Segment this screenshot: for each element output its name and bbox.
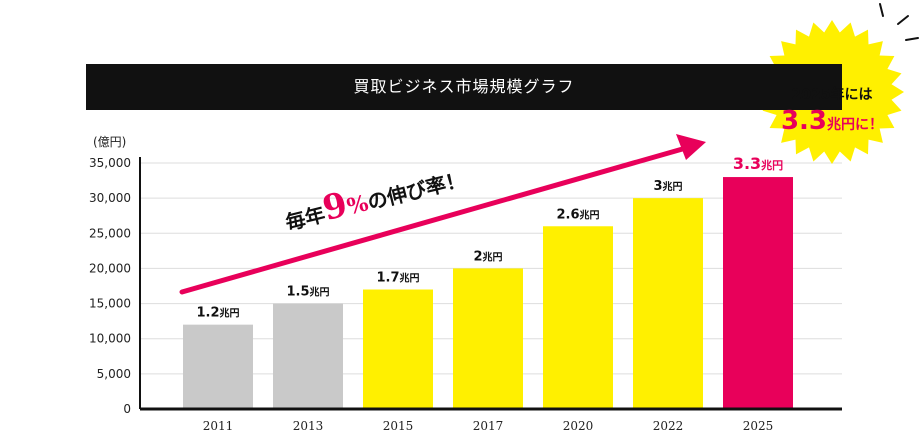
bar-value-unit: 兆円 [580,208,600,221]
bar [723,177,793,409]
bar [183,324,253,409]
bar-value-unit: 兆円 [761,158,783,172]
bar-value-label: 3.3兆円 [733,154,783,173]
bar [633,198,703,409]
bar-value-label: 1.7兆円 [376,271,419,286]
burst-line1: 2025年には [791,87,873,103]
x-tick-label: 2011 [203,419,234,433]
bar-value-unit: 兆円 [310,286,330,299]
bar-value-unit: 兆円 [483,250,503,263]
burst-line2: 3.3兆円に！ [756,106,908,136]
bar-value-unit: 兆円 [220,307,240,320]
bar-value-unit: 兆円 [663,180,683,193]
y-tick-label: 15,000 [89,297,131,311]
bar-value-label: 3兆円 [653,179,682,194]
bar-value-number: 3 [653,179,662,194]
y-tick-label: 35,000 [89,156,131,170]
chart-title: 買取ビジネス市場規模グラフ [353,77,575,96]
bar [363,289,433,409]
y-tick-label: 20,000 [89,261,131,275]
x-tick-label: 2013 [293,419,324,433]
bar-value-number: 1.2 [196,306,219,321]
burst-accent-line [879,3,884,17]
bar-value-number: 2.6 [556,207,579,222]
growth-arrow-head [676,134,706,160]
x-tick-label: 2022 [653,419,684,433]
bar-value-label: 1.5兆円 [286,285,329,300]
y-axis-unit-label: (億円) [93,135,127,149]
y-tick-label: 30,000 [89,191,131,205]
burst-suffix: 兆円に！ [827,117,884,133]
x-tick-label: 2015 [383,419,414,433]
y-tick-label: 0 [123,402,131,416]
bar-value-number: 3.3 [733,154,761,173]
x-tick-label: 2025 [743,419,774,433]
burst-callout-text: 2025年には 3.3兆円に！ [756,84,908,136]
bar [453,268,523,409]
x-tick-label: 2020 [563,419,594,433]
y-tick-label: 10,000 [89,332,131,346]
burst-accent-line [905,37,919,41]
title-bar [86,64,842,110]
bar-value-number: 2 [473,249,482,264]
bar-value-number: 1.5 [286,285,309,300]
bar-value-label: 2.6兆円 [556,207,599,222]
growth-prefix: 毎年 [282,201,328,235]
bar [273,303,343,409]
bar-value-label: 2兆円 [473,249,502,264]
bar [543,226,613,409]
bar-value-unit: 兆円 [400,272,420,285]
y-tick-label: 5,000 [97,367,131,381]
growth-arrow-line [179,145,689,295]
x-tick-label: 2017 [473,419,504,433]
y-tick-label: 25,000 [89,226,131,240]
bar-value-number: 1.7 [376,271,399,286]
burst-accent-line [897,15,909,25]
burst-big-number: 3.3 [780,106,828,136]
bar-value-label: 1.2兆円 [196,306,239,321]
